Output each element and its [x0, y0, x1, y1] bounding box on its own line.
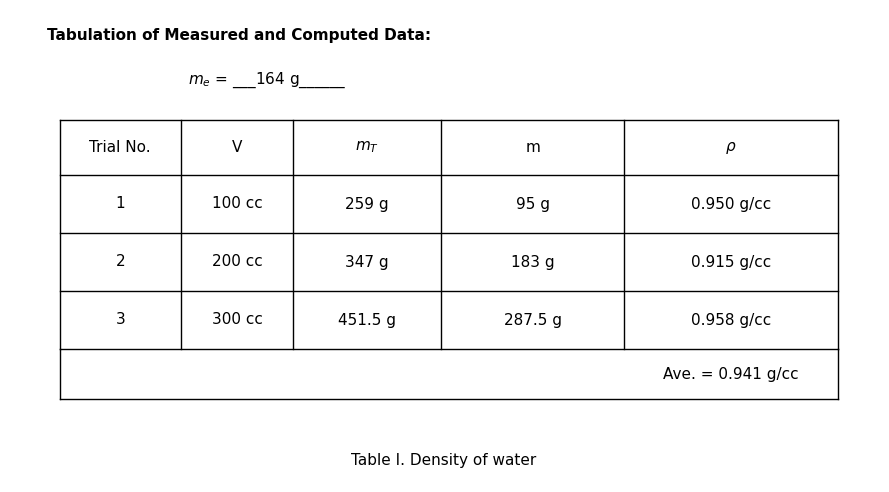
Text: 347 g: 347 g	[346, 254, 389, 270]
Text: Table I. Density of water: Table I. Density of water	[351, 453, 537, 467]
Text: V: V	[232, 140, 242, 155]
Text: 1: 1	[116, 196, 125, 212]
Text: 183 g: 183 g	[511, 254, 555, 270]
Text: Trial No.: Trial No.	[90, 140, 151, 155]
Text: m: m	[525, 140, 541, 155]
Text: 0.950 g/cc: 0.950 g/cc	[691, 196, 771, 212]
Text: 287.5 g: 287.5 g	[504, 312, 562, 328]
Text: 259 g: 259 g	[346, 196, 389, 212]
Text: 0.915 g/cc: 0.915 g/cc	[691, 254, 771, 270]
Text: 451.5 g: 451.5 g	[339, 312, 396, 328]
Text: Tabulation of Measured and Computed Data:: Tabulation of Measured and Computed Data…	[47, 28, 431, 43]
Text: $\rho$: $\rho$	[725, 140, 737, 155]
Text: 95 g: 95 g	[516, 196, 549, 212]
Text: $m_T$: $m_T$	[356, 140, 380, 155]
Text: 200 cc: 200 cc	[212, 254, 262, 270]
Text: 2: 2	[116, 254, 125, 270]
Text: 300 cc: 300 cc	[212, 312, 262, 328]
Text: 3: 3	[116, 312, 125, 328]
Text: $m_e$ = ___164 g______: $m_e$ = ___164 g______	[188, 70, 347, 90]
Text: 0.958 g/cc: 0.958 g/cc	[691, 312, 771, 328]
Text: Ave. = 0.941 g/cc: Ave. = 0.941 g/cc	[663, 367, 799, 381]
Text: 100 cc: 100 cc	[212, 196, 262, 212]
